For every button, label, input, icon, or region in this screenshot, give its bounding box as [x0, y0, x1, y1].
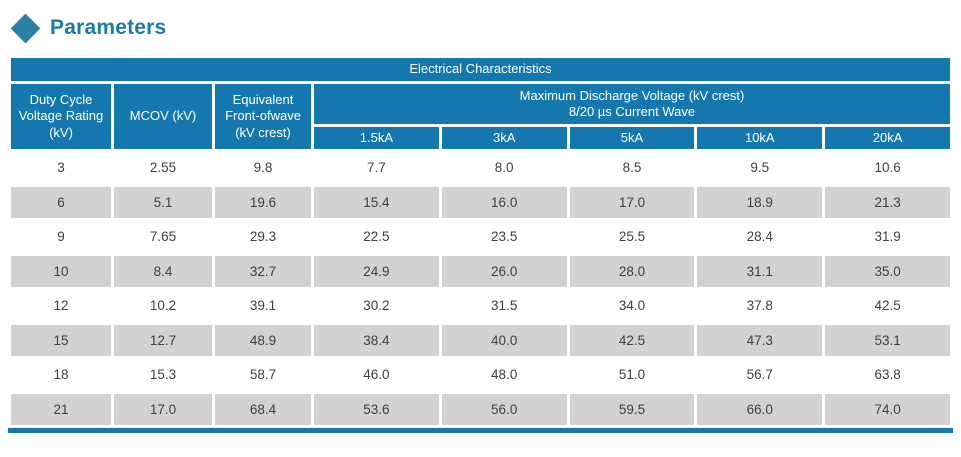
table-cell: 3 [11, 152, 111, 184]
table-cell: 10 [11, 255, 111, 287]
table-cell: 8.5 [569, 152, 695, 184]
table-cell: 9.5 [697, 152, 823, 184]
table-row: 3 2.55 9.8 7.7 8.0 8.5 9.5 10.6 [11, 152, 950, 184]
table-cell: 22.5 [314, 221, 439, 253]
table-cell: 17.0 [569, 186, 695, 218]
table-row: 10 8.4 32.7 24.9 26.0 28.0 31.1 35.0 [11, 255, 950, 287]
column-header-10ka: 10kA [697, 127, 823, 149]
table-cell: 68.4 [215, 393, 311, 425]
table-cell: 7.7 [314, 152, 439, 184]
table-cell: 17.0 [114, 393, 212, 425]
electrical-characteristics-table: Electrical Characteristics Duty Cycle Vo… [8, 55, 953, 428]
table-cell: 18 [11, 359, 111, 391]
table-cell: 48.0 [441, 359, 567, 391]
column-header-duty-cycle: Duty Cycle Voltage Rating (kV) [11, 84, 111, 149]
table-cell: 19.6 [215, 186, 311, 218]
table-cell: 16.0 [441, 186, 567, 218]
table-title-row: Electrical Characteristics [11, 58, 950, 81]
discharge-header-line2: 8/20 µs Current Wave [568, 104, 696, 119]
table-cell: 9.8 [215, 152, 311, 184]
table-cell: 31.9 [825, 221, 950, 253]
table-cell: 53.6 [314, 393, 439, 425]
table-cell: 23.5 [441, 221, 567, 253]
column-header-discharge-group: Maximum Discharge Voltage (kV crest) 8/2… [314, 84, 950, 124]
table-cell: 15.3 [114, 359, 212, 391]
column-header-1-5ka: 1.5kA [314, 127, 439, 149]
table-row: 18 15.3 58.7 46.0 48.0 51.0 56.7 63.8 [11, 359, 950, 391]
diamond-icon [10, 13, 41, 43]
table-cell: 6 [11, 186, 111, 218]
table-cell: 28.4 [697, 221, 823, 253]
table-cell: 63.8 [825, 359, 950, 391]
table-cell: 15.4 [314, 186, 439, 218]
table-cell: 59.5 [569, 393, 695, 425]
table-cell: 24.9 [314, 255, 439, 287]
table-cell: 10.2 [114, 290, 212, 322]
table-cell: 32.7 [215, 255, 311, 287]
table-cell: 25.5 [569, 221, 695, 253]
discharge-header-line1: Maximum Discharge Voltage (kV crest) [519, 87, 745, 103]
table-cell: 31.5 [441, 290, 567, 322]
table-header: Electrical Characteristics Duty Cycle Vo… [11, 58, 950, 149]
table-cell: 38.4 [314, 324, 439, 356]
table-cell: 7.65 [114, 221, 212, 253]
table-cell: 12.7 [114, 324, 212, 356]
table-cell: 10.6 [825, 152, 950, 184]
table-cell: 21 [11, 393, 111, 425]
table-cell: 18.9 [697, 186, 823, 218]
table-cell: 21.3 [825, 186, 950, 218]
header-current-row: 1.5kA 3kA 5kA 10kA 20kA [11, 127, 950, 149]
characteristics-table-container: Electrical Characteristics Duty Cycle Vo… [8, 55, 953, 428]
table-cell: 42.5 [825, 290, 950, 322]
column-header-equivalent: Equivalent Front-ofwave (kV crest) [215, 84, 311, 149]
column-header-3ka: 3kA [441, 127, 567, 149]
table-bottom-rule [8, 428, 953, 433]
table-cell: 56.0 [441, 393, 567, 425]
table-cell: 26.0 [441, 255, 567, 287]
table-cell: 37.8 [697, 290, 823, 322]
table-cell: 47.3 [697, 324, 823, 356]
table-cell: 58.7 [215, 359, 311, 391]
table-cell: 34.0 [569, 290, 695, 322]
table-cell: 48.9 [215, 324, 311, 356]
table-cell: 46.0 [314, 359, 439, 391]
section-header: Parameters [0, 0, 961, 46]
table-cell: 56.7 [697, 359, 823, 391]
table-cell: 39.1 [215, 290, 311, 322]
table-cell: 29.3 [215, 221, 311, 253]
table-title: Electrical Characteristics [11, 58, 950, 81]
table-cell: 35.0 [825, 255, 950, 287]
table-cell: 2.55 [114, 152, 212, 184]
table-row: 9 7.65 29.3 22.5 23.5 25.5 28.4 31.9 [11, 221, 950, 253]
table-cell: 53.1 [825, 324, 950, 356]
table-cell: 15 [11, 324, 111, 356]
table-cell: 5.1 [114, 186, 212, 218]
table-row: 6 5.1 19.6 15.4 16.0 17.0 18.9 21.3 [11, 186, 950, 218]
table-body: 3 2.55 9.8 7.7 8.0 8.5 9.5 10.6 6 5.1 19.6 15.4 16.0… [11, 152, 950, 425]
table-cell: 8.0 [441, 152, 567, 184]
table-cell: 66.0 [697, 393, 823, 425]
table-cell: 28.0 [569, 255, 695, 287]
table-cell: 9 [11, 221, 111, 253]
column-header-5ka: 5kA [569, 127, 695, 149]
column-header-mcov: MCOV (kV) [114, 84, 212, 149]
table-row: 15 12.7 48.9 38.4 40.0 42.5 47.3 53.1 [11, 324, 950, 356]
table-cell: 74.0 [825, 393, 950, 425]
table-cell: 12 [11, 290, 111, 322]
table-cell: 51.0 [569, 359, 695, 391]
column-header-20ka: 20kA [825, 127, 950, 149]
table-cell: 42.5 [569, 324, 695, 356]
table-cell: 30.2 [314, 290, 439, 322]
table-cell: 31.1 [697, 255, 823, 287]
table-cell: 40.0 [441, 324, 567, 356]
header-group-row: Duty Cycle Voltage Rating (kV) MCOV (kV)… [11, 84, 950, 149]
table-row: 12 10.2 39.1 30.2 31.5 34.0 37.8 42.5 [11, 290, 950, 322]
table-cell: 8.4 [114, 255, 212, 287]
page-title: Parameters [50, 16, 167, 39]
table-row: 21 17.0 68.4 53.6 56.0 59.5 66.0 74.0 [11, 393, 950, 425]
